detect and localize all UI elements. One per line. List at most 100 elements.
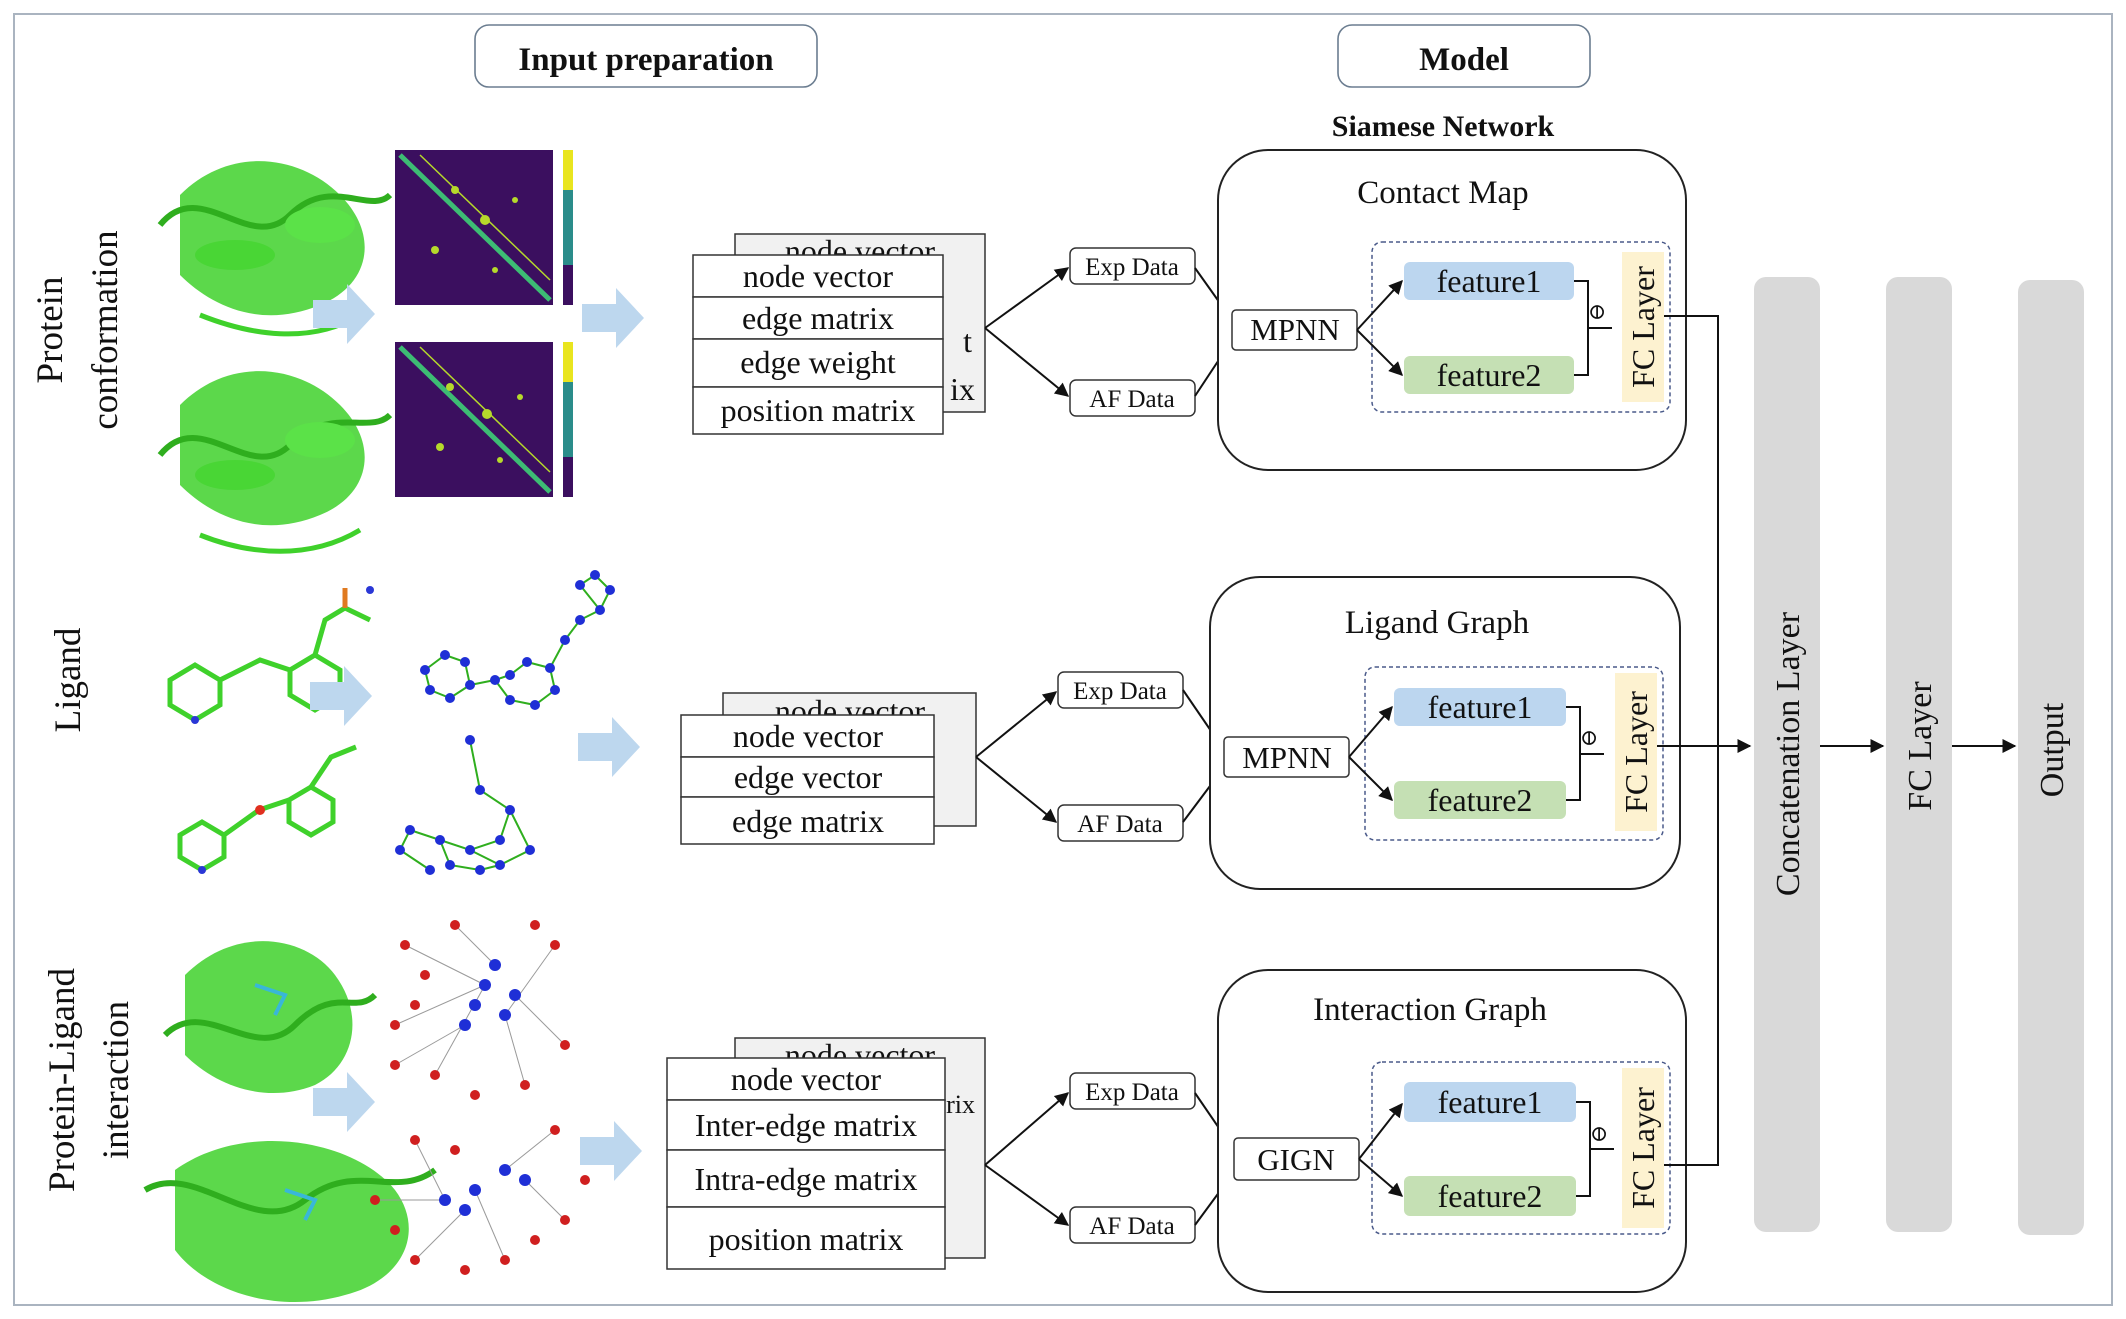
stack-row-label: Inter-edge matrix [695,1107,917,1143]
stack-row-label: Intra-edge matrix [695,1161,918,1197]
stack-row-label: edge matrix [742,300,894,336]
siamese-network-label: Siamese Network [1332,110,1555,143]
feature2-box [1404,1176,1576,1216]
merge-bracket [1576,1101,1614,1197]
branch-collector-line [1664,315,1719,1166]
exp-data-label: Exp Data [1073,678,1167,705]
stack-front-card: node vector edge matrix edge weight posi… [692,254,944,435]
protein-structure-icon [162,941,378,1094]
interaction-graph-icon [370,1125,590,1275]
feature2-label: feature2 [1428,782,1533,818]
protein-structure-icon [157,161,393,337]
concatenation-layer-column [1754,277,1820,1232]
af-data-box [1069,379,1196,417]
flow-arrow [578,717,640,777]
molecular-graph-icon [395,735,535,875]
flow-arrow [310,666,372,726]
merge-bracket [1574,280,1612,376]
af-data-label: AF Data [1077,811,1162,838]
row-label-interaction: Protein-Ligand interaction [42,968,137,1193]
interaction-feature-stack: node vector rix node vector Inter-edge m… [666,1037,986,1270]
feature2-box [1404,356,1574,394]
exp-data-label: Exp Data [1085,254,1179,281]
feature1-box [1404,262,1574,300]
feature2-box [1394,781,1566,819]
ligand-graph-title: Ligand Graph [1345,605,1530,641]
output-label: Output [2034,702,2071,797]
contact-map-heatmap-icon [395,150,573,305]
model-header-box [1337,24,1591,88]
exp-data-box [1069,1072,1196,1110]
feature1-label: feature1 [1438,1084,1543,1120]
protein-structure-icon [157,371,393,554]
af-data-box [1057,804,1184,842]
feature2-label: feature2 [1438,1178,1543,1214]
gign-encoder-label: GIGN [1257,1142,1335,1177]
fc-layer-label: FC Layer [1618,691,1654,813]
molecular-graph-icon [420,570,615,710]
subtract-operator-icon: ⊖ [1584,303,1609,321]
stack-row-label: position matrix [721,392,916,428]
fc-layer-column-label: FC Layer [1902,681,1939,811]
stack-back-fragment: ix [950,371,975,407]
stack-row-label: position matrix [709,1221,904,1257]
mpnn-encoder-label: MPNN [1242,740,1332,775]
af-data-label: AF Data [1089,386,1174,413]
feature2-label: feature2 [1437,357,1542,393]
row-label-interaction-line2: interaction [96,1001,137,1159]
connector-arrow [975,691,1058,758]
fc-layer-label: FC Layer [1625,1087,1661,1209]
connector-arrow [1358,1102,1403,1160]
connector-arrow [984,267,1070,329]
stack-front-card: node vector Inter-edge matrix Intra-edge… [666,1057,946,1270]
af-data-label: AF Data [1089,1213,1174,1240]
connector-arrow [984,327,1070,397]
exp-data-label: Exp Data [1085,1079,1179,1106]
stack-row-label: node vector [743,258,894,294]
flow-arrow [580,1121,642,1181]
input-preparation-header: Input preparation [518,42,773,78]
outer-frame [13,13,2113,1306]
ligand-feature-stack: node vector node vector edge vector edge… [680,692,977,845]
fc-layer-column [1886,277,1952,1232]
stack-row-label: edge matrix [732,803,884,839]
stack-back-fragment: t [963,323,972,359]
stack-front-card: node vector edge vector edge matrix [680,714,935,845]
ligand-molecule-icon [177,744,357,874]
row-label-ligand: Ligand [48,627,89,732]
connector-arrow [1348,756,1393,801]
flow-arrow [582,288,644,348]
feature1-label: feature1 [1428,689,1533,725]
stack-row-label: edge vector [734,759,883,795]
connector-arrow [1358,1158,1404,1197]
feature1-box [1394,688,1566,726]
row-label-interaction-line1: Protein-Ligand [42,968,83,1193]
interaction-graph-title: Interaction Graph [1313,992,1547,1028]
fc-layer-box [1622,252,1664,402]
protein-feature-stack: node vector t ix node vector edge matrix… [692,233,986,435]
model-header: Model [1419,42,1509,78]
merge-bracket [1566,706,1604,801]
feature1-box [1404,1082,1576,1122]
fc-layer-label: FC Layer [1625,266,1661,388]
stack-row-label: edge weight [740,344,896,380]
contact-map-title: Contact Map [1357,175,1528,211]
interaction-graph-icon [390,920,570,1100]
connector-arrow [1356,279,1403,331]
connector-arrow [984,1164,1070,1226]
connector-arrow [1348,705,1393,758]
stack-row-label: node vector [731,1061,882,1097]
row-label-protein: Protein conformation [30,230,126,429]
feature1-label: feature1 [1437,263,1542,299]
exp-data-box [1069,247,1196,285]
flow-arrow [313,284,375,344]
contact-map-heatmap-icon [395,342,573,497]
fc-layer-box [1615,673,1657,831]
connector-arrow [1356,329,1403,376]
flow-arrow [313,1072,375,1132]
stack-back-fragment: rix [946,1090,975,1119]
connector-arrow [984,1092,1070,1166]
row-label-ligand-text: Ligand [48,627,89,732]
